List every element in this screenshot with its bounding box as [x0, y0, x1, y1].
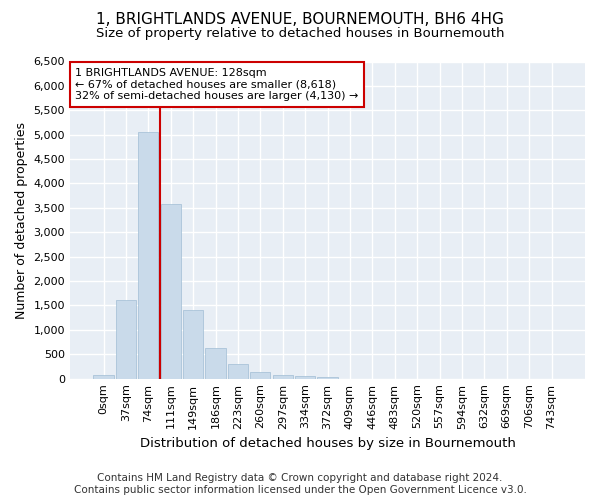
Bar [250, 372, 271, 378]
Bar [317, 377, 338, 378]
Text: 1 BRIGHTLANDS AVENUE: 128sqm
← 67% of detached houses are smaller (8,618)
32% of: 1 BRIGHTLANDS AVENUE: 128sqm ← 67% of de… [75, 68, 359, 101]
Text: Size of property relative to detached houses in Bournemouth: Size of property relative to detached ho… [96, 28, 504, 40]
Bar [295, 376, 315, 378]
Bar [94, 375, 113, 378]
Bar [138, 132, 158, 378]
Bar [228, 364, 248, 378]
Text: 1, BRIGHTLANDS AVENUE, BOURNEMOUTH, BH6 4HG: 1, BRIGHTLANDS AVENUE, BOURNEMOUTH, BH6 … [96, 12, 504, 28]
Y-axis label: Number of detached properties: Number of detached properties [15, 122, 28, 318]
Bar [183, 310, 203, 378]
Bar [161, 204, 181, 378]
Text: Contains HM Land Registry data © Crown copyright and database right 2024.
Contai: Contains HM Land Registry data © Crown c… [74, 474, 526, 495]
Bar [272, 374, 293, 378]
Bar [116, 300, 136, 378]
Bar [205, 348, 226, 378]
X-axis label: Distribution of detached houses by size in Bournemouth: Distribution of detached houses by size … [140, 437, 515, 450]
